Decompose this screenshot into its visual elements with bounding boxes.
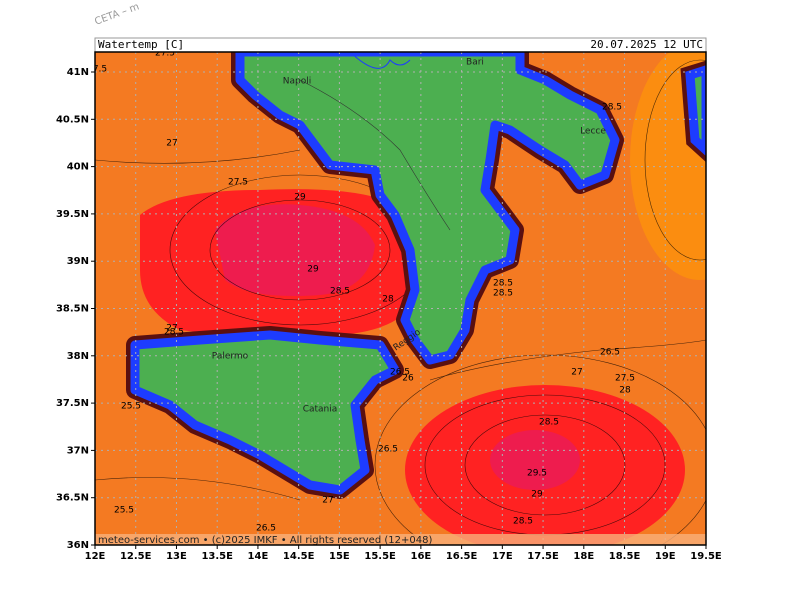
lon-label: 14E <box>248 551 269 562</box>
contour-label: 27 <box>166 139 177 149</box>
contour-label: 28 <box>382 295 394 305</box>
lon-label: 15E <box>329 551 350 562</box>
contour-label: 28.5 <box>164 328 184 338</box>
contour-label: 27.5 <box>228 178 248 188</box>
lat-label: 38N <box>67 351 89 362</box>
lon-label: 16E <box>410 551 431 562</box>
lat-label: 36.5N <box>56 493 89 504</box>
contour-label: 28.5 <box>493 289 513 299</box>
contour-label: 7.5 <box>93 65 107 75</box>
model-label: CETA – m <box>93 1 141 27</box>
lat-label: 37N <box>67 445 89 456</box>
valid-time: 20.07.2025 12 UTC <box>590 38 703 51</box>
lat-label: 39N <box>67 256 89 267</box>
contour-label: 26.5 <box>600 348 620 358</box>
lat-label: 40.5N <box>56 114 89 125</box>
map-title: Watertemp [C] <box>98 38 184 51</box>
place-name: Lecce <box>580 127 606 137</box>
footer-band <box>95 534 706 545</box>
contour-label: 29 <box>307 265 319 275</box>
lon-label: 18.5E <box>609 551 641 562</box>
lon-label: 13E <box>166 551 187 562</box>
lat-label: 37.5N <box>56 398 89 409</box>
contour-label: 29 <box>531 490 543 500</box>
place-name: Napoli <box>283 77 311 87</box>
lat-label: 41N <box>67 67 89 78</box>
contour-label: 27.5 <box>615 374 635 384</box>
lat-label: 36N <box>67 540 89 551</box>
contour-label: 27.5 <box>155 49 175 59</box>
contour-label: 27 <box>571 368 582 378</box>
lon-label: 12E <box>85 551 106 562</box>
place-name: Bari <box>466 58 484 68</box>
lat-label: 39.5N <box>56 209 89 220</box>
contour-label: 28.5 <box>493 279 513 289</box>
contour-label: 27 <box>322 496 333 506</box>
place-name: Palermo <box>212 352 249 362</box>
lon-label: 19E <box>655 551 676 562</box>
lon-label: 16.5E <box>446 551 478 562</box>
contour-label: 28.5 <box>513 517 533 527</box>
contour-label: 28.5 <box>330 287 350 297</box>
place-name: Catania <box>303 405 338 415</box>
contour-label: 25.5 <box>114 506 134 516</box>
hottest-area <box>490 430 580 490</box>
lon-label: 17E <box>492 551 513 562</box>
lon-label: 12.5E <box>120 551 152 562</box>
lon-label: 14.5E <box>283 551 315 562</box>
footer: meteo-services.com • (c)2025 IMKF • All … <box>98 535 432 546</box>
contour-label: 26.5 <box>256 524 276 534</box>
lat-label: 38.5N <box>56 304 89 315</box>
contour-label: 27 <box>166 324 177 334</box>
lon-label: 15.5E <box>364 551 396 562</box>
land <box>126 52 706 499</box>
contour-label: 29 <box>294 193 306 203</box>
contour-label: 26.5 <box>390 368 410 378</box>
map: NapoliBariLeccePalermoCataniaReggio27.57… <box>93 49 706 546</box>
contour-label: 26.5 <box>378 445 398 455</box>
map-frame <box>94 51 707 546</box>
contour-label: 29.5 <box>527 469 547 479</box>
contour-label: 28 <box>619 386 631 396</box>
contour-label: 28.5 <box>539 418 559 428</box>
lat-label: 40N <box>67 162 89 173</box>
lon-label: 19.5E <box>690 551 722 562</box>
lon-label: 17.5E <box>527 551 559 562</box>
contour-label: 28.5 <box>602 103 622 113</box>
contour-label: 25.5 <box>121 402 141 412</box>
hottest-area <box>215 204 375 296</box>
lon-label: 18E <box>573 551 594 562</box>
lon-label: 13.5E <box>201 551 233 562</box>
contour-label: 26 <box>402 374 414 384</box>
graticule <box>95 52 706 545</box>
